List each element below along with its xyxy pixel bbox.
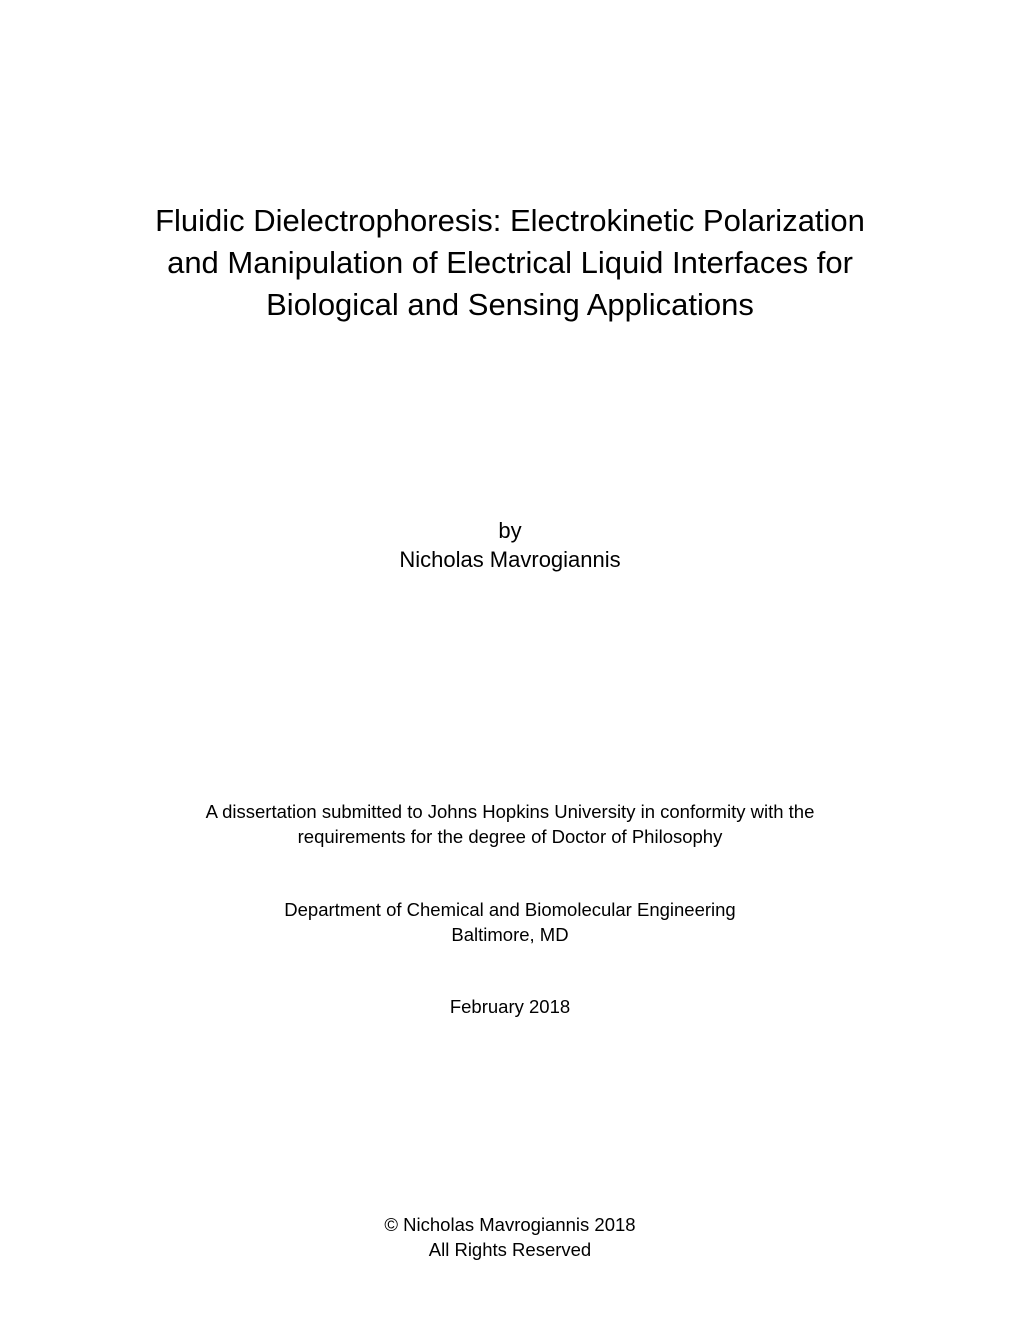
by-label: by: [100, 516, 920, 546]
submission-line-2: requirements for the degree of Doctor of…: [100, 825, 920, 850]
date-text: February 2018: [450, 996, 570, 1017]
title-line-3: Biological and Sensing Applications: [100, 284, 920, 326]
byline: by Nicholas Mavrogiannis: [100, 326, 920, 575]
department-info: Department of Chemical and Biomolecular …: [100, 850, 920, 948]
department-line-2: Baltimore, MD: [100, 923, 920, 948]
title-line-1: Fluidic Dielectrophoresis: Electrokineti…: [100, 200, 920, 242]
copyright-notice: © Nicholas Mavrogiannis 2018 All Rights …: [100, 1018, 920, 1263]
author-name: Nicholas Mavrogiannis: [100, 545, 920, 575]
submission-statement: A dissertation submitted to Johns Hopkin…: [100, 575, 920, 850]
copyright-line-2: All Rights Reserved: [100, 1238, 920, 1263]
department-line-1: Department of Chemical and Biomolecular …: [100, 898, 920, 923]
date: February 2018: [100, 948, 920, 1018]
dissertation-title: Fluidic Dielectrophoresis: Electrokineti…: [100, 0, 920, 326]
title-line-2: and Manipulation of Electrical Liquid In…: [100, 242, 920, 284]
title-page: Fluidic Dielectrophoresis: Electrokineti…: [0, 0, 1020, 1320]
copyright-line-1: © Nicholas Mavrogiannis 2018: [100, 1213, 920, 1238]
submission-line-1: A dissertation submitted to Johns Hopkin…: [100, 800, 920, 825]
